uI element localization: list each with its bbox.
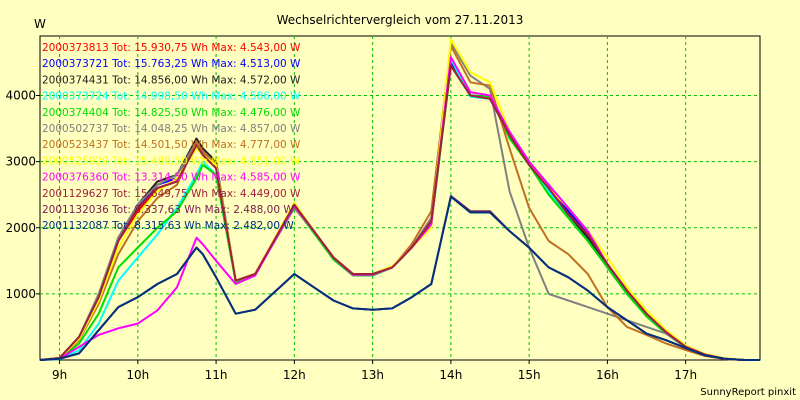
chart-title: Wechselrichtervergleich vom 27.11.2013 [277, 13, 524, 27]
x-tick-label: 11h [205, 368, 228, 382]
legend-entry-12: 2001132087 Tot: 8.315,63 Wh Max: 2.482,0… [42, 220, 294, 232]
y-tick-label: 3000 [5, 155, 36, 169]
legend-entry-10: 2001129627 Tot: 15.649,75 Wh Max: 4.449,… [42, 188, 301, 200]
y-tick-label: 2000 [5, 221, 36, 235]
legend-entry-5: 2000374404 Tot: 14.825,50 Wh Max: 4.476,… [42, 107, 301, 119]
legend: 2000373813 Tot: 15.930,75 Wh Max: 4.543,… [42, 42, 301, 232]
x-axis-ticks: 9h 10h 11h 12h 13h 14h 15h 16h 17h [52, 360, 697, 382]
y-tick-label: 4000 [5, 89, 36, 103]
x-tick-label: 14h [439, 368, 462, 382]
x-tick-label: 13h [361, 368, 384, 382]
legend-entry-6: 2000502737 Tot: 14.048,25 Wh Max: 4.857,… [42, 123, 301, 135]
series-line-12 [39, 195, 760, 361]
legend-entry-11: 2001132036 Tot: 8.337,63 Wh Max: 2.488,0… [42, 204, 294, 216]
x-tick-label: 12h [283, 368, 306, 382]
x-tick-label: 15h [518, 368, 541, 382]
x-tick-label: 16h [596, 368, 619, 382]
legend-entry-9: 2000376360 Tot: 13.314,50 Wh Max: 4.585,… [42, 172, 301, 184]
x-tick-label: 10h [126, 368, 149, 382]
y-axis-label: W [34, 17, 46, 31]
y-tick-label: 1000 [5, 287, 36, 301]
footer-credit: SunnyReport pinxit [700, 387, 796, 398]
legend-entry-4: 2000373724 Tot: 14.998,50 Wh Max: 4.586,… [42, 91, 301, 103]
x-tick-label: 17h [674, 368, 697, 382]
legend-entry-2: 2000373721 Tot: 15.763,25 Wh Max: 4.513,… [42, 58, 301, 70]
legend-entry-8: 2000525929 Tot: 15.489,50 Wh Max: 4.851,… [42, 155, 301, 167]
grid-lines [40, 36, 760, 360]
series-line-10 [39, 64, 760, 361]
y-axis-ticks: 1000 2000 3000 4000 [5, 89, 40, 301]
legend-entry-7: 2000523437 Tot: 14.501,50 Wh Max: 4.777,… [42, 139, 301, 151]
legend-entry-3: 2000374431 Tot: 14.856,00 Wh Max: 4.572,… [42, 74, 301, 86]
series-lines [39, 38, 760, 361]
legend-entry-1: 2000373813 Tot: 15.930,75 Wh Max: 4.543,… [42, 42, 301, 54]
x-tick-label: 9h [52, 368, 67, 382]
